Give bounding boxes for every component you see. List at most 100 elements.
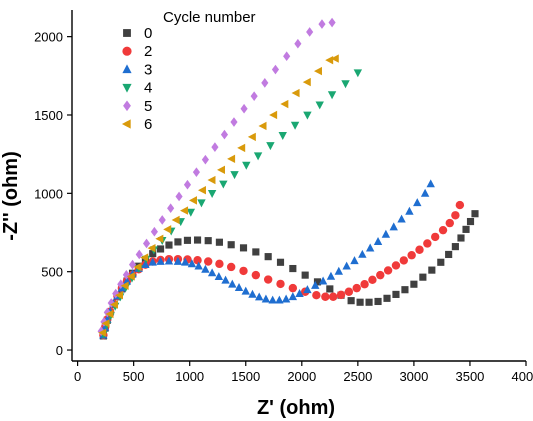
data-point xyxy=(376,270,385,280)
data-point xyxy=(451,211,460,220)
data-point xyxy=(462,225,470,233)
data-point xyxy=(266,142,275,151)
data-point xyxy=(268,295,277,304)
data-point xyxy=(217,165,226,175)
data-point xyxy=(294,38,302,49)
data-point xyxy=(156,245,165,253)
data-point xyxy=(194,261,203,270)
data-point xyxy=(207,268,217,277)
data-point xyxy=(171,215,180,225)
y-tick-label: 1500 xyxy=(34,108,63,123)
data-point xyxy=(115,290,124,300)
x-tick-label: 500 xyxy=(123,369,145,384)
data-point xyxy=(204,237,212,245)
data-point xyxy=(413,198,422,207)
data-point xyxy=(391,261,401,270)
data-point xyxy=(326,271,336,280)
data-point xyxy=(312,290,321,300)
data-point xyxy=(193,256,202,265)
data-point xyxy=(423,239,432,248)
data-point xyxy=(368,275,377,285)
x-tick-label: 3000 xyxy=(399,369,428,384)
data-point xyxy=(383,266,393,275)
legend-label: 0 xyxy=(144,25,152,42)
data-point xyxy=(381,229,391,238)
data-point xyxy=(120,281,129,290)
data-point xyxy=(353,69,363,78)
data-point xyxy=(133,262,142,272)
data-point xyxy=(109,300,118,309)
data-point xyxy=(149,250,157,258)
data-point xyxy=(283,51,291,62)
legend-label: 5 xyxy=(144,98,152,115)
data-point xyxy=(347,297,355,305)
data-point xyxy=(289,264,297,273)
x-tick-label: 1000 xyxy=(175,369,204,384)
data-point xyxy=(271,64,280,75)
data-point xyxy=(228,279,237,288)
data-point xyxy=(311,280,320,289)
data-point xyxy=(253,152,263,161)
data-point xyxy=(365,243,375,252)
legend-marker xyxy=(123,29,131,37)
data-point xyxy=(405,206,414,215)
data-point xyxy=(155,234,164,243)
data-point xyxy=(278,131,287,140)
data-point xyxy=(373,236,383,245)
x-tick-label: 2500 xyxy=(343,369,372,384)
data-point xyxy=(251,270,261,280)
data-point xyxy=(180,206,189,215)
data-point xyxy=(207,175,216,185)
data-point xyxy=(135,249,143,260)
data-point xyxy=(318,276,328,285)
data-point xyxy=(156,256,165,265)
legend-label: 3 xyxy=(144,61,152,78)
data-point xyxy=(204,257,213,266)
data-point xyxy=(291,88,300,98)
data-point xyxy=(227,154,236,164)
data-point xyxy=(234,283,244,292)
data-point xyxy=(173,256,183,265)
data-point xyxy=(269,110,278,120)
data-point xyxy=(401,286,409,294)
data-point xyxy=(328,292,338,301)
data-point xyxy=(122,276,132,285)
data-point xyxy=(399,256,409,265)
data-point xyxy=(181,257,190,266)
data-point xyxy=(239,266,248,276)
series-6 xyxy=(98,54,339,337)
data-point xyxy=(276,258,285,266)
data-point xyxy=(197,186,206,195)
data-point xyxy=(431,232,440,242)
x-tick-label: 1500 xyxy=(231,369,260,384)
data-point xyxy=(352,283,361,293)
plot-area xyxy=(97,17,479,340)
series-0 xyxy=(99,210,479,340)
data-point xyxy=(419,273,427,281)
data-point xyxy=(318,19,326,29)
data-point xyxy=(241,286,250,295)
data-point xyxy=(288,283,298,293)
data-point xyxy=(410,280,418,288)
series-5 xyxy=(97,17,336,337)
data-point xyxy=(193,236,202,244)
data-point xyxy=(122,269,130,280)
data-point xyxy=(261,78,269,88)
data-point xyxy=(330,54,339,63)
data-point xyxy=(219,180,228,189)
data-point xyxy=(237,143,246,153)
data-point xyxy=(281,294,291,303)
data-point xyxy=(426,179,435,188)
data-point xyxy=(276,279,285,289)
data-point xyxy=(158,215,166,225)
data-point xyxy=(103,307,111,318)
data-point xyxy=(383,294,391,302)
data-point xyxy=(197,199,206,208)
x-tick-label: 3500 xyxy=(455,369,484,384)
data-point xyxy=(301,271,309,279)
data-point xyxy=(247,132,256,142)
data-point xyxy=(140,253,149,262)
data-point xyxy=(428,266,436,274)
